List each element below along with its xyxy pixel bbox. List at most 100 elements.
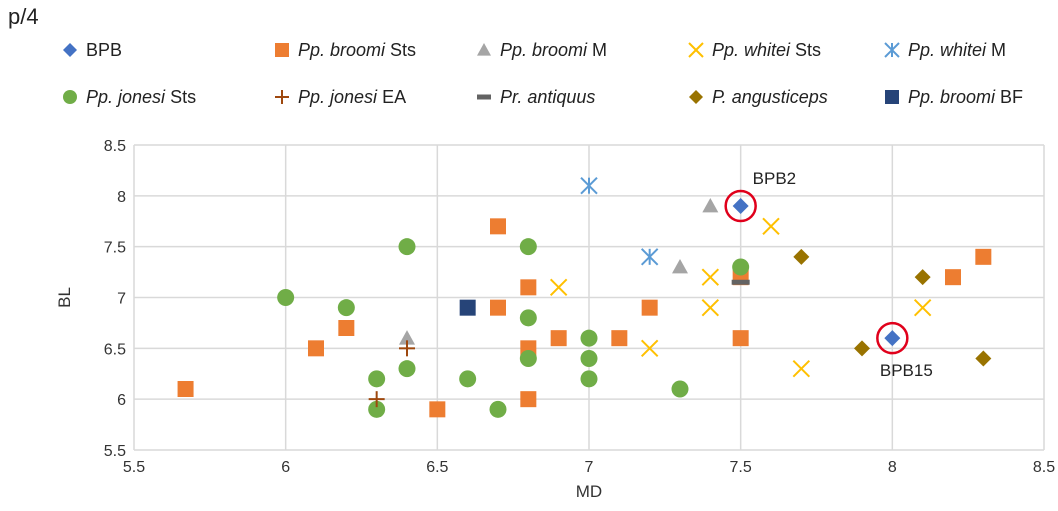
grid: [133, 144, 1045, 451]
data-point: [854, 340, 870, 357]
data-point: [520, 279, 537, 296]
y-tick-label: 8: [117, 189, 126, 206]
series-broomi-m: [399, 198, 719, 345]
data-point: [732, 258, 750, 276]
data-point: [914, 269, 931, 286]
data-point: [520, 391, 537, 408]
data-point: [975, 350, 992, 367]
legend-label: BPB: [86, 39, 123, 60]
data-point: [368, 370, 386, 388]
x-marker-icon: [688, 42, 704, 58]
data-point: [459, 370, 477, 388]
data-point: [671, 380, 689, 398]
legend-label: Pp. jonesi Sts: [86, 86, 197, 107]
annotation-bpb2: BPB2: [724, 169, 796, 223]
data-point: [701, 298, 720, 317]
data-point: [399, 330, 415, 345]
y-tick-label: 8.5: [104, 138, 126, 155]
data-point: [519, 350, 537, 367]
legend-label: Pp. broomi M: [500, 39, 608, 60]
data-point: [549, 278, 568, 297]
data-point: [762, 217, 780, 236]
series-angusticeps: [793, 248, 992, 367]
series-antiquus: [731, 279, 750, 285]
circle-marker-icon: [63, 90, 77, 104]
data-point: [580, 329, 598, 347]
legend-label: P. angusticeps: [712, 86, 828, 107]
data-point: [640, 339, 659, 358]
highlight-circle: [876, 321, 909, 355]
series-jonesi-ea: [368, 340, 415, 408]
x-axis-title: MD: [576, 482, 602, 501]
legend-item-jonesi-sts: Pp. jonesi Sts: [60, 87, 272, 108]
data-point: [308, 340, 324, 357]
corner-label: p/4: [8, 4, 39, 29]
triangle-marker-icon: [477, 43, 491, 56]
square-marker-icon: [275, 43, 289, 57]
x-tick-label: 8.5: [1033, 459, 1055, 476]
data-point: [793, 248, 810, 265]
square-marker-icon: [885, 90, 899, 104]
data-point: [489, 400, 507, 418]
data-point: [368, 400, 386, 418]
legend-item-antiquus: Pr. antiquus: [474, 87, 686, 108]
legend-item-broomi-bf: Pp. broomi BF: [882, 87, 1058, 108]
legend-label: Pp. broomi BF: [908, 86, 1024, 107]
x-tick-label: 7.5: [730, 459, 752, 476]
y-tick-label: 6: [117, 392, 126, 409]
data-point: [792, 359, 811, 378]
data-point: [884, 330, 901, 347]
series-jonesi-sts: [277, 238, 750, 418]
data-point: [702, 198, 719, 213]
x-tick-label: 8: [888, 459, 897, 476]
data-point: [519, 238, 537, 256]
y-tick-label: 6.5: [104, 341, 126, 358]
data-point: [490, 299, 506, 316]
data-point: [399, 340, 415, 357]
legend-item-broomi-m: Pp. broomi M: [474, 40, 686, 61]
legend-label: Pp. broomi Sts: [298, 39, 417, 60]
legend-item-whitei-sts: Pp. whitei Sts: [686, 40, 882, 61]
legend-item-broomi-sts: Pp. broomi Sts: [272, 40, 474, 61]
annotation-label: BPB15: [880, 361, 933, 380]
series-whitei-sts: [549, 217, 932, 378]
data-point: [580, 370, 598, 388]
data-point: [732, 330, 749, 347]
data-point: [732, 198, 749, 214]
data-point: [490, 218, 506, 235]
legend-item-jonesi-ea: Pp. jonesi EA: [272, 87, 474, 108]
annotation-label: BPB2: [753, 169, 796, 188]
data-point: [640, 248, 659, 266]
x-tick-label: 6: [281, 459, 290, 476]
y-tick-label: 5.5: [104, 443, 126, 460]
data-point: [337, 299, 355, 317]
legend-label: Pp. whitei M: [908, 39, 1007, 60]
data-point: [519, 309, 537, 327]
series-broomi-bf: [459, 299, 476, 316]
series-broomi-sts: [177, 218, 992, 418]
x-tick-label: 5.5: [123, 459, 145, 476]
y-tick-label: 7: [117, 291, 126, 308]
data-point: [580, 350, 598, 367]
dash-marker-icon: [477, 94, 491, 100]
legend-label: Pp. jonesi EA: [298, 86, 407, 107]
annotation-bpb15: BPB15: [876, 321, 933, 380]
legend-item-whitei-m: Pp. whitei M: [882, 40, 1058, 61]
x-tick-label: 7: [585, 459, 594, 476]
legend-item-BPB: BPB: [60, 40, 272, 61]
asterisk-marker-icon: [884, 42, 900, 58]
data-point: [945, 269, 961, 286]
legend-row-2: Pp. jonesi Sts Pp. jonesi EA Pr. antiquus P…: [60, 84, 1058, 110]
tick-labels: 5.5 6 6.5 7 7.5 8 8.5 5.5 6 6.5 7 7.5 8 8.5: [104, 138, 1055, 476]
data-point: [177, 381, 194, 397]
data-point: [429, 401, 446, 418]
data-point: [580, 176, 598, 195]
data-point: [701, 268, 720, 286]
data-point: [398, 238, 416, 256]
data-point: [338, 320, 355, 336]
y-tick-label: 7.5: [104, 240, 126, 257]
y-axis-title: BL: [55, 287, 74, 308]
diamond-marker-icon: [689, 90, 703, 104]
x-tick-label: 6.5: [426, 459, 448, 476]
data-point: [459, 299, 476, 316]
